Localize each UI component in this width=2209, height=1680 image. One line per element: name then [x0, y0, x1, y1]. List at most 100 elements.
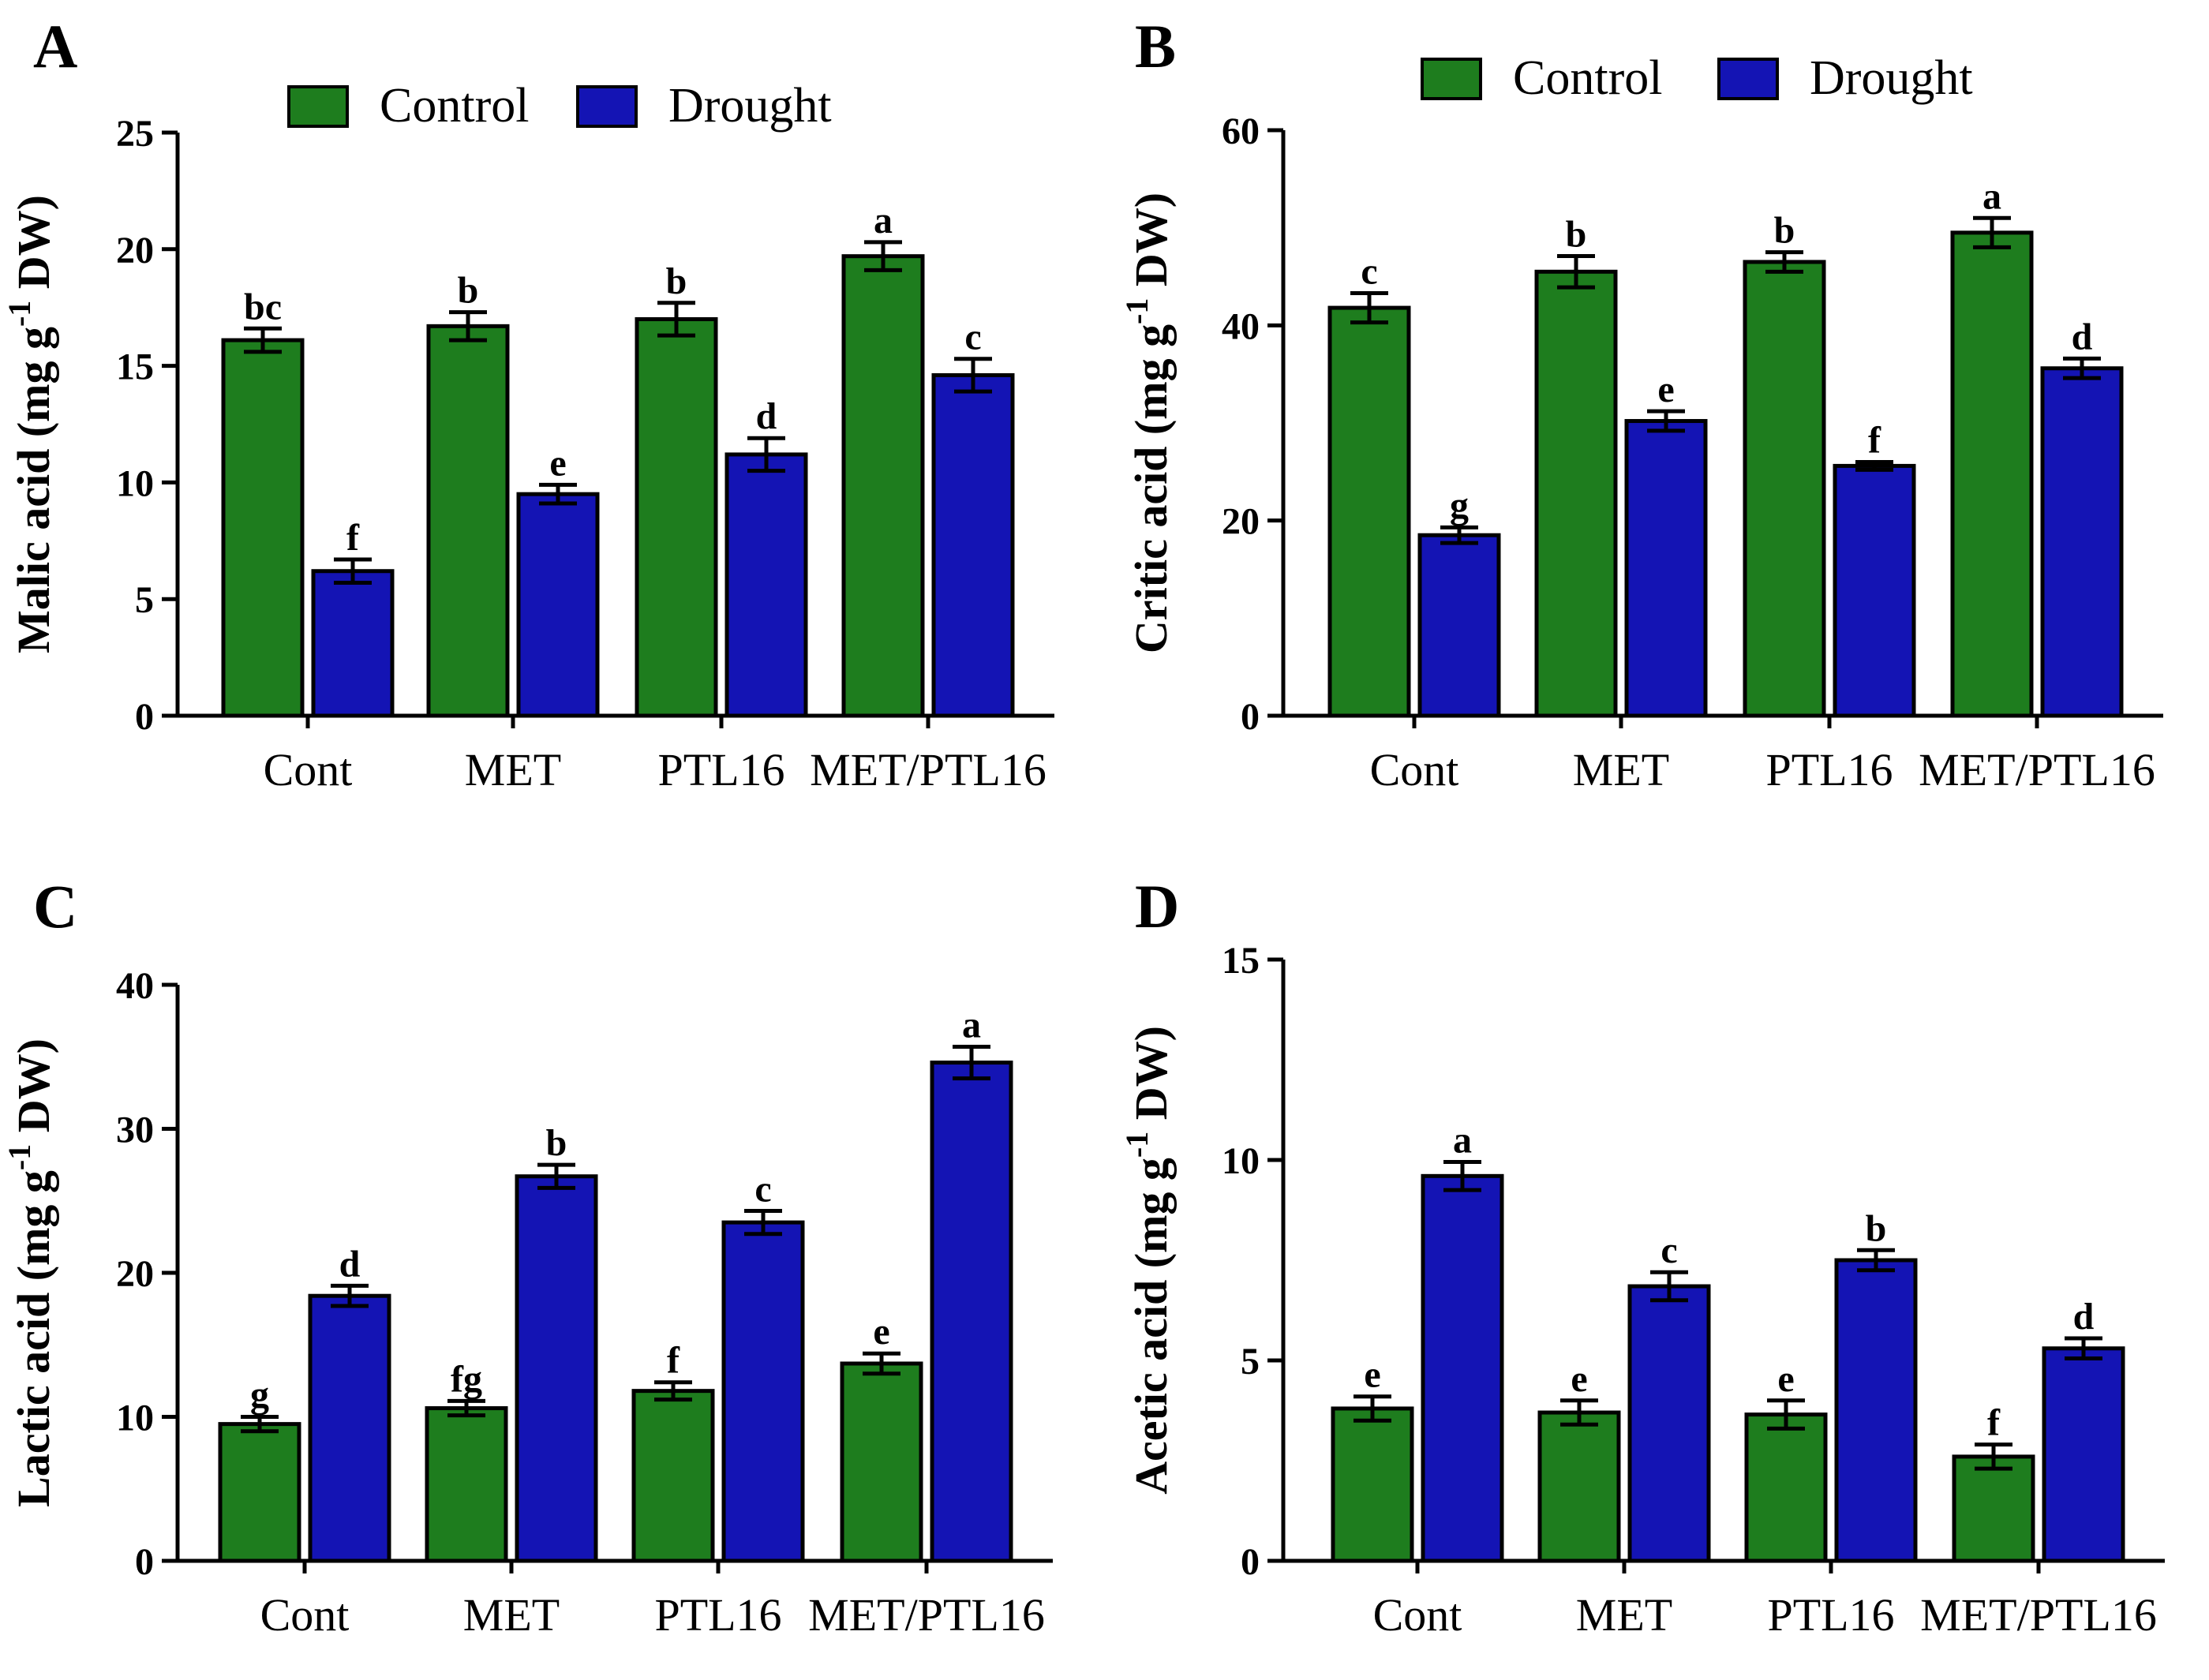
bar-control-cont — [1327, 305, 1411, 718]
significance-letter: c — [964, 316, 981, 358]
x-tick-label: PTL16 — [1767, 1589, 1894, 1641]
x-tick-label: Cont — [1370, 744, 1459, 795]
significance-letter: b — [666, 260, 687, 302]
chart-panel-b: B Control Drought c b b a g e f d 0 20 40 60 Cont MET PTL… — [1119, 12, 2163, 795]
bar-drought-met-ptl16 — [930, 1061, 1013, 1563]
bar-drought-ptl16 — [724, 452, 808, 718]
x-tick-label: Cont — [260, 1589, 350, 1641]
significance-letter: f — [1868, 419, 1881, 461]
y-axis-title: Malic acid (mg g-1 DW) — [2, 195, 59, 653]
y-axis-title-superscript: -1 — [1119, 298, 1155, 324]
x-tick-label: MET — [1576, 1589, 1672, 1641]
significance-letter: b — [1774, 210, 1795, 252]
significance-letter: b — [546, 1122, 567, 1164]
significance-letter: f — [346, 517, 360, 559]
y-tick-label: 25 — [116, 113, 154, 155]
chart-panel-d: De e e f a c b d 0 5 10 15 Cont MET PTL16 MET/PTL16 Acet… — [1119, 872, 2165, 1641]
significance-letter: c — [1361, 251, 1377, 293]
bar-control-met-ptl16 — [1952, 1454, 2035, 1563]
panel-label: B — [1135, 12, 1176, 80]
x-tick-label: MET/PTL16 — [1919, 744, 2155, 795]
y-tick-label: 30 — [116, 1109, 154, 1151]
legend-label-drought: Drought — [1810, 51, 1973, 105]
x-tick-label: PTL16 — [1765, 744, 1893, 795]
bar-drought-met-ptl16 — [2042, 1346, 2125, 1563]
significance-letter: a — [1982, 175, 2001, 217]
bar-drought-cont — [308, 1293, 391, 1563]
panel-label: C — [33, 872, 77, 941]
significance-letter: a — [1453, 1120, 1472, 1162]
bar-drought-met — [1627, 1284, 1711, 1563]
significance-letter: c — [1660, 1229, 1677, 1271]
bar-drought-met-ptl16 — [2040, 366, 2124, 718]
bar-drought-cont — [1421, 1173, 1504, 1563]
significance-letter: b — [1866, 1207, 1887, 1249]
significance-letter: a — [962, 1004, 981, 1046]
x-tick-label: MET — [1573, 744, 1669, 795]
bar-control-cont — [218, 1422, 301, 1563]
significance-letter: d — [756, 395, 777, 437]
significance-letter: d — [2072, 316, 2093, 357]
legend-label-control: Control — [380, 79, 529, 133]
significance-letter: e — [1571, 1358, 1587, 1400]
y-tick-label: 0 — [1241, 1541, 1260, 1583]
significance-letter: a — [874, 200, 893, 241]
x-tick-label: MET/PTL16 — [808, 1589, 1045, 1641]
chart-panel-c: Cg fg f e d b c a 0 10 20 30 40 Cont MET PTL16 MET/PTL16… — [2, 872, 1053, 1641]
bar-drought-cont — [311, 569, 395, 718]
bar-drought-met — [516, 492, 600, 718]
bar-control-met — [425, 1406, 508, 1563]
y-tick-label: 40 — [116, 965, 154, 1007]
y-tick-label: 5 — [1241, 1341, 1260, 1383]
significance-letter: e — [1777, 1358, 1794, 1400]
bar-control-ptl16 — [635, 316, 718, 718]
significance-letter: e — [549, 442, 566, 484]
y-axis-title-end: DW) — [1125, 193, 1177, 298]
y-tick-label: 0 — [135, 696, 154, 738]
y-tick-label: 15 — [1222, 940, 1260, 982]
bar-control-ptl16 — [1744, 1412, 1828, 1563]
significance-letter: d — [339, 1243, 361, 1285]
y-axis-title-end: DW) — [8, 195, 59, 301]
y-tick-label: 20 — [116, 1253, 154, 1295]
y-tick-label: 10 — [116, 462, 154, 504]
significance-letter: d — [2073, 1296, 2095, 1338]
bar-drought-met — [515, 1174, 598, 1563]
significance-letter: f — [1987, 1402, 2001, 1444]
x-tick-label: MET/PTL16 — [810, 744, 1046, 795]
significance-letter: b — [458, 270, 479, 312]
y-axis-title-end: DW) — [8, 1038, 59, 1144]
y-axis-title-main: Malic acid (mg g — [8, 327, 59, 653]
legend-label-control: Control — [1513, 51, 1662, 105]
significance-letter: g — [250, 1375, 269, 1416]
y-axis-title: Critic acid (mg g-1 DW) — [1119, 193, 1177, 653]
significance-letter: e — [873, 1311, 889, 1353]
y-axis-title: Acetic acid (mg g-1 DW) — [1119, 1026, 1177, 1495]
x-tick-label: PTL16 — [657, 744, 784, 795]
y-tick-label: 20 — [116, 230, 154, 271]
bar-drought-ptl16 — [721, 1220, 805, 1563]
y-tick-label: 20 — [1222, 501, 1260, 543]
y-axis-title-main: Lactic acid (mg g — [8, 1170, 59, 1507]
significance-letter: e — [1364, 1354, 1380, 1396]
bar-control-met — [1537, 1410, 1621, 1563]
y-tick-label: 0 — [1241, 696, 1260, 738]
bar-drought-met — [1624, 419, 1708, 718]
x-tick-label: Cont — [1373, 1589, 1462, 1641]
legend-swatch-control — [1421, 58, 1482, 100]
y-tick-label: 5 — [135, 579, 154, 621]
y-axis-title-superscript: -1 — [1119, 1132, 1155, 1158]
significance-letter: b — [1566, 214, 1587, 256]
y-axis-title-superscript: -1 — [2, 1144, 37, 1170]
legend-swatch-control — [287, 85, 349, 128]
bar-control-cont — [1331, 1406, 1414, 1563]
y-axis-title: Lactic acid (mg g-1 DW) — [2, 1038, 59, 1507]
bar-control-met — [426, 324, 510, 718]
bar-control-cont — [221, 338, 305, 718]
significance-letter: bc — [244, 286, 282, 327]
significance-letter: fg — [451, 1358, 482, 1400]
x-tick-label: MET — [465, 744, 561, 795]
y-tick-label: 10 — [116, 1398, 154, 1439]
x-tick-label: MET — [463, 1589, 560, 1641]
